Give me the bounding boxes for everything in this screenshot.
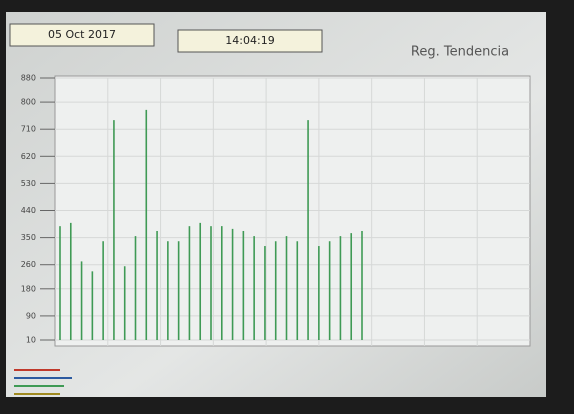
y-tick-label: 530 [21,179,36,188]
time: 14:04:19 [225,34,274,47]
screen-title: Reg. Tendencia [411,45,509,60]
date: 05 Oct 2017 [48,28,116,41]
y-tick-label: 180 [21,284,36,293]
y-tick-label: 440 [21,206,36,215]
y-tick-label: 10 [26,336,36,345]
y-tick-label: 350 [21,233,36,242]
y-tick-label: 260 [21,260,36,269]
y-tick-label: 90 [26,311,36,320]
y-tick-label: 880 [21,74,36,83]
y-tick-label: 620 [21,152,36,161]
y-tick-label: 800 [21,98,36,107]
y-tick-label: 710 [21,125,36,134]
screen: 05 Oct 2017 14:04:19 Reg. Tendencia 10 90… [0,0,574,410]
page: 05 Oct 2017 14:04:19 Reg. Tendencia 10 90… [0,0,574,410]
